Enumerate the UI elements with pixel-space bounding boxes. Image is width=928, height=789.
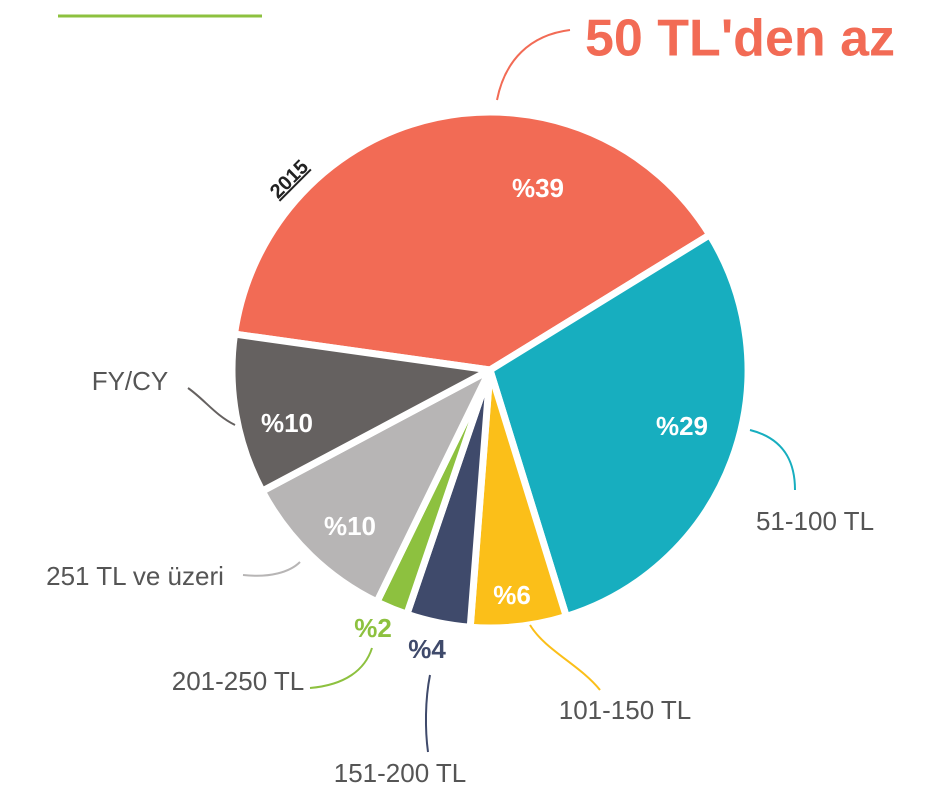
leader-line (242, 561, 301, 577)
slice (228, 330, 494, 495)
category-label: 101-150 TL (559, 695, 692, 725)
value-label: %2 (354, 613, 392, 643)
category-label: 201-250 TL (172, 666, 305, 696)
leader-line (749, 429, 796, 491)
value-label: %4 (408, 634, 446, 664)
value-label: %39 (512, 173, 564, 203)
category-label: FY/CY (92, 366, 169, 396)
category-label: 50 TL'den az (585, 10, 895, 68)
leader-line (496, 29, 571, 101)
value-label: %29 (656, 411, 708, 441)
value-label: %10 (324, 511, 376, 541)
leader-line (529, 624, 601, 691)
leader-line (309, 647, 373, 689)
slice (258, 366, 494, 606)
category-label: 51-100 TL (756, 506, 874, 536)
category-label: 151-200 TL (334, 758, 467, 788)
value-label: %10 (261, 408, 313, 438)
leader-line (424, 674, 431, 753)
category-label: 251 TL ve üzeri (46, 561, 224, 591)
slice (486, 231, 752, 620)
leader-line (187, 387, 236, 426)
value-label: %6 (493, 580, 531, 610)
slices (228, 108, 752, 632)
labels: 50 TL'den az %39 51-100 TL %29 101-150 TL %6 1… (46, 10, 895, 788)
